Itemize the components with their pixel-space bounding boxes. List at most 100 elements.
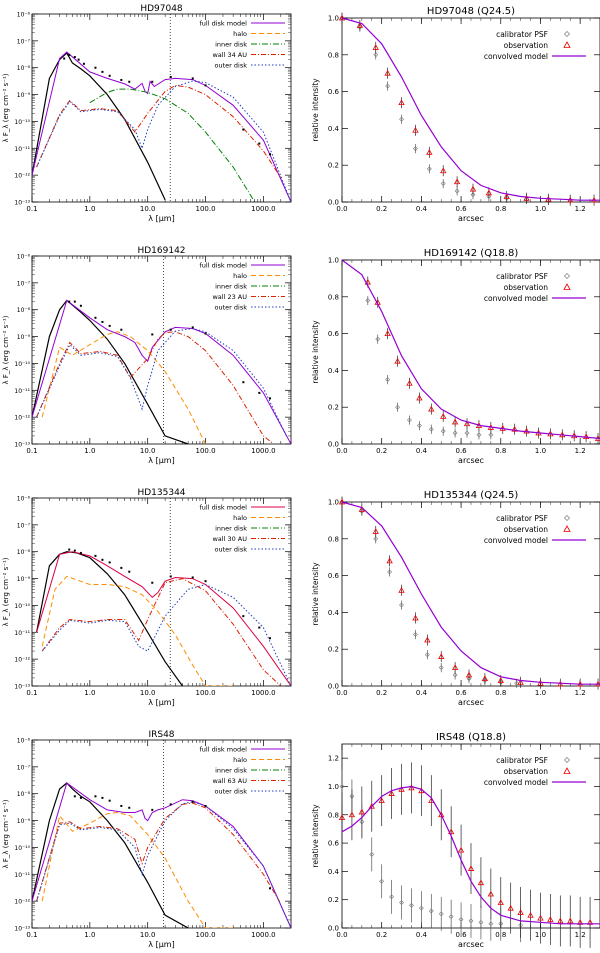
sed-line-full-disk-model: [32, 51, 291, 202]
y-tick-label: 0.2: [328, 896, 339, 904]
sed-line-full-disk-model: [32, 782, 291, 928]
calibrator-point: [389, 894, 395, 900]
sed-series-group: [32, 782, 291, 928]
calibrator-point: [440, 428, 446, 434]
y-tick-label: 10⁻¹²: [14, 173, 30, 180]
convolved-model-line: [341, 259, 600, 440]
legend-label: calibrator PSF: [496, 30, 548, 39]
x-tick-label: 0.6: [456, 447, 468, 455]
sed-line-halo: [41, 331, 206, 444]
y-tick-label: 10⁻¹⁰: [14, 845, 30, 852]
x-axis-label: λ [μm]: [148, 698, 174, 707]
y-tick-label: 0.6: [328, 840, 340, 848]
photometry-point: [120, 78, 123, 81]
observation-point: [487, 890, 495, 897]
legend-marker: [564, 273, 570, 279]
y-tick-label: 0.0: [328, 199, 339, 207]
photometry-point: [120, 804, 123, 807]
x-tick-label: 10.0: [140, 689, 156, 697]
y-tick-label: 1.0: [328, 783, 339, 791]
photometry-point: [191, 326, 194, 329]
sed-panel-2: HD135344 0.1 1.0 10.0 100.0 1000.0 10⁻¹³ 10⁻¹² 1…: [2, 488, 292, 707]
observation-point: [511, 425, 518, 432]
legend-marker: [563, 767, 571, 774]
y-tick-label: 1.2: [328, 755, 339, 763]
observation-point: [527, 911, 534, 918]
calibrator-point: [428, 908, 434, 914]
axes-frame: [341, 259, 600, 445]
sed-title: HD97048: [140, 4, 183, 14]
calibrator-point: [416, 423, 422, 429]
observation-point: [497, 899, 504, 905]
legend-label: wall 34 AU: [212, 51, 247, 59]
observation-point: [388, 790, 395, 796]
photometry-point: [169, 575, 172, 578]
calibrator-point: [375, 336, 381, 342]
sed-line-photosphere: [32, 299, 189, 444]
calibrator-point: [464, 430, 470, 436]
y-tick-label: 0.0: [328, 683, 339, 691]
observation-point: [497, 677, 504, 683]
profile-panel-0: HD97048 (Q24.5) 0.0 0.2 0.4 0.6 0.8 1.0 1.2 0.0 0…: [311, 6, 600, 223]
photometry-point: [169, 328, 172, 331]
y-tick-label: 10⁻¹¹: [14, 630, 30, 637]
legend-label: observation: [504, 283, 549, 292]
observation-point: [386, 557, 393, 564]
legend-label: outer disk: [215, 788, 248, 796]
calibrator-point: [454, 188, 460, 194]
calibrator-point: [438, 665, 444, 671]
x-axis-label: λ [μm]: [148, 456, 174, 465]
observation-point: [537, 679, 544, 686]
legend-label: outer disk: [215, 546, 248, 554]
observation-point: [503, 193, 510, 199]
convolved-model-line: [341, 785, 600, 925]
legend-label: wall 63 AU: [212, 777, 247, 785]
profile-panel-1: HD169142 (Q18.8) 0.0 0.2 0.4 0.6 0.8 1.0 1.2 0.0…: [311, 248, 600, 465]
photometry-point: [268, 887, 271, 890]
x-tick-label: 100.0: [196, 689, 216, 697]
x-tick-label: 0.4: [416, 931, 428, 939]
photometry-point: [258, 626, 261, 629]
photometry-point: [242, 615, 245, 618]
x-tick-label: 1.0: [84, 931, 95, 939]
photometry-point: [108, 799, 111, 802]
photometry-point: [128, 570, 131, 573]
photometry-point: [128, 806, 131, 809]
legend-label: halo: [233, 514, 247, 522]
x-tick-label: 1.0: [535, 205, 546, 213]
profile-title: HD135344 (Q24.5): [424, 490, 519, 501]
sed-panel-0: HD97048 0.1 1.0 10.0 100.0 1000.0 10⁻¹³ 10⁻¹² 10…: [2, 4, 292, 223]
x-tick-label: 1.0: [84, 689, 95, 697]
calibrator-point: [452, 672, 458, 678]
y-tick-label: 0.2: [328, 404, 339, 412]
calibrator-point: [468, 918, 474, 924]
photometry-point: [79, 796, 82, 799]
calibrator-point: [395, 404, 400, 410]
y-tick-label: 10⁻¹¹: [14, 388, 30, 395]
y-tick-label: 10⁻⁷: [17, 764, 31, 771]
y-tick-label: 0.4: [328, 868, 340, 876]
photometry-point: [204, 804, 207, 807]
photometry-point: [73, 795, 76, 798]
observation-point: [384, 69, 391, 76]
observation-point: [477, 879, 485, 886]
calibrator-point: [440, 181, 446, 187]
photometry-point: [101, 558, 104, 561]
y-tick-label: 0.6: [328, 88, 340, 96]
calibrator-point: [438, 911, 444, 917]
photometry-point: [191, 576, 194, 579]
legend-label: convolved model: [484, 294, 548, 303]
y-tick-label: 1.0: [328, 15, 339, 23]
calibrator-point: [428, 426, 434, 432]
y-tick-label: 10⁻⁷: [17, 280, 31, 287]
y-tick-label: 10⁻⁹: [17, 92, 31, 99]
y-tick-label: 0.2: [328, 162, 339, 170]
calibrator-point: [387, 569, 393, 575]
observation-point: [358, 808, 366, 815]
legend-label: full disk model: [200, 20, 248, 28]
y-tick-label: 10⁻⁶: [17, 738, 31, 745]
observation-point: [469, 185, 477, 192]
calibrator-point: [486, 194, 492, 199]
sed-title: HD135344: [137, 488, 185, 498]
calibrator-point: [488, 921, 494, 927]
